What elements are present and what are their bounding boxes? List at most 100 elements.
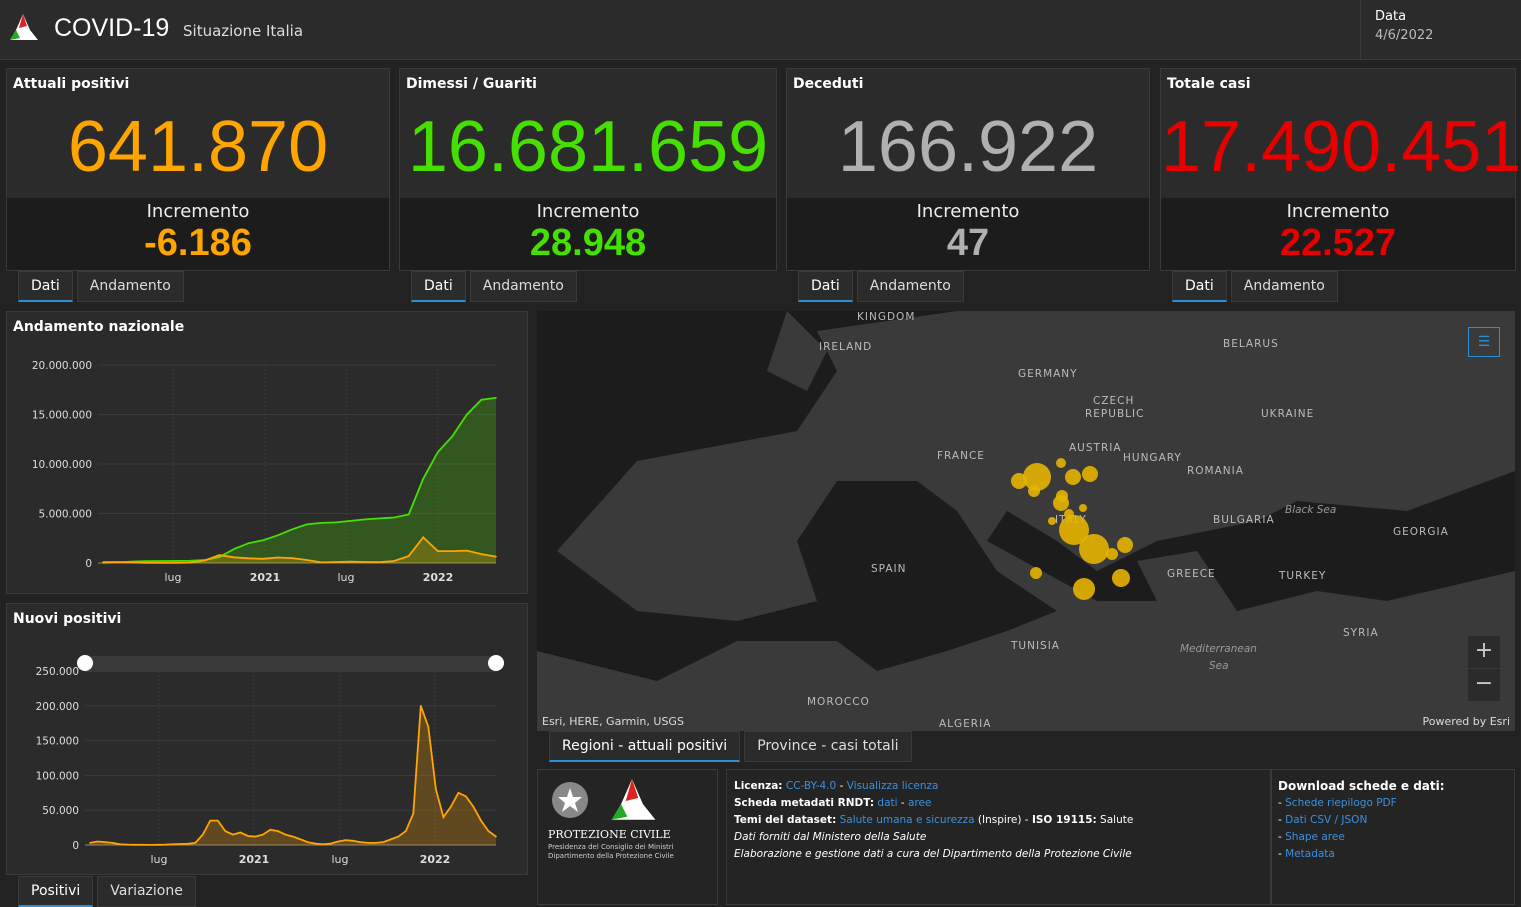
map-label: KINGDOM (857, 311, 916, 323)
data-point (262, 833, 264, 836)
tab-positivi[interactable]: Positivi (18, 876, 94, 907)
increment-label: Incremento (536, 201, 640, 222)
tab-andamento[interactable]: Andamento (1230, 271, 1338, 302)
region-bubble[interactable] (1056, 458, 1066, 468)
tab-dati[interactable]: Dati (798, 271, 853, 302)
y-tick-label: 100.000 (36, 770, 79, 782)
tab-regioni[interactable]: Regioni - attuali positivi (549, 731, 741, 762)
data-point (89, 842, 91, 844)
data-point (364, 561, 366, 563)
view-license-link[interactable]: Visualizza licenza (846, 780, 939, 792)
map-label: TUNISIA (1011, 640, 1060, 652)
logo-line2: Dipartimento della Protezione Civile (548, 852, 674, 860)
x-tick-label: 2021 (239, 853, 270, 866)
region-bubble[interactable] (1048, 517, 1056, 525)
region-bubble[interactable] (1117, 537, 1133, 553)
region-bubble[interactable] (1011, 473, 1027, 489)
map-label: FRANCE (937, 450, 985, 462)
region-bubble[interactable] (1106, 548, 1118, 560)
tab-dati[interactable]: Dati (18, 271, 73, 302)
card-value: 166.922 (837, 107, 1099, 187)
region-bubble[interactable] (1064, 509, 1074, 519)
logo-line1: Presidenza del Consiglio dei Ministri (548, 843, 674, 851)
region-bubble[interactable] (1030, 567, 1042, 579)
download-link[interactable]: Metadata (1285, 848, 1335, 860)
sep: - (897, 797, 909, 809)
region-bubble[interactable] (1073, 578, 1095, 600)
region-bubble[interactable] (1053, 495, 1069, 511)
region-bubble[interactable] (1028, 485, 1040, 497)
data-point (495, 835, 497, 838)
sea-label: Sea (1209, 660, 1229, 672)
data-point (378, 561, 381, 564)
data-point (465, 795, 467, 798)
aree-link[interactable]: aree (908, 797, 932, 809)
license-link[interactable]: CC-BY-4.0 (785, 780, 837, 792)
data-point (322, 843, 324, 846)
data-point (171, 843, 174, 846)
temi-link[interactable]: Salute umana e sicurezza (839, 814, 975, 826)
data-point (233, 556, 235, 559)
card-label: Attuali positivi (13, 76, 130, 92)
data-point (119, 843, 121, 846)
data-point (407, 555, 410, 557)
region-bubble[interactable] (1079, 504, 1087, 512)
data-point (276, 534, 279, 537)
legend-button[interactable]: ☰ (1468, 327, 1500, 357)
region-bubble[interactable] (1112, 569, 1130, 587)
range-slider-handle-end[interactable] (488, 655, 504, 671)
data-point (277, 830, 279, 832)
y-tick-label: 10.000.000 (32, 459, 92, 471)
data-point (160, 560, 163, 562)
region-bubble[interactable] (1065, 469, 1081, 485)
download-title: Download schede e dati: (1278, 779, 1445, 793)
data-point (247, 542, 250, 544)
x-tick-label: lug (337, 571, 354, 584)
data-point (349, 520, 352, 522)
data-point (116, 561, 119, 563)
range-slider-handle-start[interactable] (77, 655, 93, 671)
tab-province[interactable]: Province - casi totali (744, 731, 912, 762)
data-point (364, 518, 366, 521)
map-label: BELARUS (1223, 338, 1279, 350)
logo-box: PROTEZIONE CIVILE Presidenza del Consigl… (537, 769, 718, 905)
map[interactable]: KINGDOM IRELAND GERMANY BELARUS CZECH REPUBLI… (537, 311, 1515, 731)
data-point (160, 562, 163, 564)
data-point (218, 556, 221, 558)
data-point (335, 561, 337, 563)
download-link[interactable]: Shape aree (1285, 831, 1345, 843)
tab-andamento[interactable]: Andamento (469, 271, 577, 302)
powered-by[interactable]: Powered by Esri (1422, 715, 1510, 728)
y-tick-label: 5.000.000 (39, 509, 92, 521)
data-point (209, 819, 212, 822)
data-point (299, 838, 302, 841)
data-point (397, 835, 400, 838)
tab-andamento[interactable]: Andamento (76, 271, 184, 302)
tab-dati[interactable]: Dati (1172, 271, 1227, 302)
map-label: ROMANIA (1187, 465, 1244, 477)
tab-andamento[interactable]: Andamento (856, 271, 964, 302)
download-link[interactable]: Schede riepilogo PDF (1285, 797, 1397, 809)
data-point (189, 561, 192, 564)
download-link[interactable]: Dati CSV / JSON (1285, 814, 1368, 826)
data-point (232, 833, 234, 836)
data-point (307, 841, 309, 844)
data-point (145, 560, 148, 562)
stat-card: Attuali positivi 641.870 Incremento -6.18… (6, 68, 390, 271)
data-point (480, 819, 482, 822)
zoom-out-button[interactable]: − (1468, 669, 1500, 701)
data-point (367, 842, 369, 844)
data-point (472, 805, 475, 808)
region-bubble[interactable] (1082, 466, 1098, 482)
chart-title: Andamento nazionale (13, 319, 185, 335)
tab-dati[interactable]: Dati (411, 271, 466, 302)
data-point (189, 560, 192, 562)
zoom-in-button[interactable]: + (1468, 636, 1500, 668)
dati-link[interactable]: dati (877, 797, 898, 809)
map-label: GREECE (1167, 568, 1216, 580)
series-line (102, 535, 497, 564)
data-point (404, 830, 407, 832)
region-bubble[interactable] (1079, 534, 1109, 564)
data-point (427, 725, 430, 728)
tab-variazione[interactable]: Variazione (97, 876, 196, 907)
